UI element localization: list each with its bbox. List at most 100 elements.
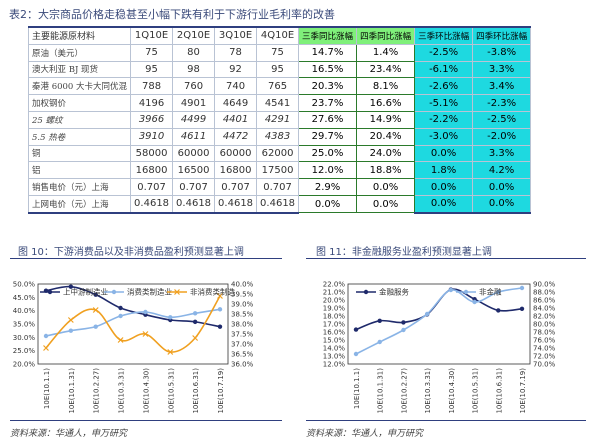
y-right-tick-label: 39.5% xyxy=(231,291,254,299)
table-cell: 1.8% xyxy=(414,161,474,180)
table-cell: 4401 xyxy=(214,110,258,129)
legend-marker xyxy=(111,289,117,295)
y-right-tick-label: 78.0% xyxy=(533,329,556,337)
data-point xyxy=(192,335,199,341)
table-cell: 29.7% xyxy=(298,127,358,146)
legend-label: 上中游制造业 xyxy=(63,287,108,297)
y-left-tick-label: 22.0% xyxy=(323,281,346,289)
table-cell: -3.8% xyxy=(472,43,532,62)
table-cell: 秦港 6000 大卡大同优混 xyxy=(27,77,132,96)
table-cell: 740 xyxy=(214,77,258,96)
series-line xyxy=(45,295,221,353)
table-cell: 0.707 xyxy=(130,178,174,196)
table-cell: 0.0% xyxy=(356,194,416,214)
table-cell: 23.4% xyxy=(356,60,416,79)
table-row: 原油（美元） 75 80 78 75 14.7% 1.4% -2.5% -3.8% xyxy=(27,43,532,62)
data-point xyxy=(68,284,74,289)
table-cell: 4291 xyxy=(256,110,300,129)
table-cell: 4196 xyxy=(130,94,174,112)
table-cell: 4611 xyxy=(172,127,216,146)
header-cell: 3Q10E xyxy=(214,25,258,45)
data-point xyxy=(93,324,98,329)
data-point xyxy=(67,317,74,323)
fig11-source: 资料来源：华通人，申万研究 xyxy=(306,429,424,439)
data-point xyxy=(68,328,74,333)
table-cell: 0.0% xyxy=(356,178,416,196)
table-cell: 14.9% xyxy=(356,110,416,129)
table-cell: 98 xyxy=(172,60,216,79)
table-cell: 14.7% xyxy=(298,43,358,62)
y-left-tick-label: 25.0% xyxy=(13,347,36,355)
table-cell: 62000 xyxy=(256,144,300,163)
table-cell: 0.0% xyxy=(414,144,474,163)
y-right-tick-label: 39.0% xyxy=(231,301,254,309)
table-cell: 0.707 xyxy=(172,178,216,196)
legend-label: 非金融 xyxy=(479,287,502,297)
plot-frame xyxy=(347,283,531,365)
table-cell: 0.707 xyxy=(256,178,300,196)
header-cell: 三季环比涨幅 xyxy=(414,25,474,45)
data-point xyxy=(192,311,198,316)
x-tick-label: 10E(10.4.30) xyxy=(142,368,150,414)
data-point xyxy=(143,309,148,315)
table-cell: 1.4% xyxy=(356,43,416,62)
data-point xyxy=(472,299,477,305)
y-right-tick-label: 90.0% xyxy=(533,281,556,289)
table-row: 上网电价（元）上海 0.4618 0.4618 0.4618 0.4618 0.0% 0.0… xyxy=(27,194,532,214)
y-right-tick-label: 40.0% xyxy=(231,281,254,289)
y-left-tick-label: 13.0% xyxy=(323,353,346,361)
y-left-tick-label: 35.0% xyxy=(13,321,36,329)
y-right-tick-label: 82.0% xyxy=(533,313,556,321)
y-left-tick-label: 50.0% xyxy=(13,281,36,289)
table-cell: 4901 xyxy=(172,94,216,112)
x-tick-label: 10E(10.3.31) xyxy=(424,368,432,414)
data-point xyxy=(142,331,149,337)
x-tick-label: 10E(10.5.31) xyxy=(167,368,175,414)
x-tick-label: 10E(10.7.19) xyxy=(519,368,527,414)
x-tick-label: 10E(10.3.31) xyxy=(118,368,126,414)
data-point xyxy=(92,307,99,313)
y-left-tick-label: 45.0% xyxy=(13,294,36,302)
table-cell: 27.6% xyxy=(298,110,358,129)
y-right-tick-label: 38.0% xyxy=(231,321,254,329)
x-tick-label: 10E(10.6.31) xyxy=(192,368,200,414)
table-cell: 95 xyxy=(256,60,300,79)
table-cell: 0.4618 xyxy=(214,194,258,214)
table-cell: 95 xyxy=(130,60,174,79)
table-cell: 4649 xyxy=(214,94,258,112)
fig11-title: 图 11：非金融服务业盈利预测显著上调 xyxy=(316,247,492,258)
fig10-chart: 50.0% 45.0% 40.0% 35.0% 30.0% 25.0% 20.0% 40.0%… xyxy=(13,281,254,414)
table-cell: 0.0% xyxy=(414,178,474,196)
table-row: 澳大利亚 BJ 现货 95 98 92 95 16.5% 23.4% -6.1% 3.3% xyxy=(27,60,532,79)
y-right-tick-label: 84.0% xyxy=(533,305,556,313)
table-row: 销售电价（元）上海 0.707 0.707 0.707 0.707 2.9% 0.0% 0.0… xyxy=(27,178,532,196)
table-cell: 17500 xyxy=(256,161,300,180)
data-point xyxy=(519,285,525,291)
table-cell: 0.0% xyxy=(414,194,474,214)
table-cell: -2.5% xyxy=(472,110,532,129)
legend-marker xyxy=(174,289,180,295)
y-left-tick-label: 19.0% xyxy=(323,305,346,313)
legend-marker xyxy=(47,289,53,295)
x-tick-label: 10E(10.1.31) xyxy=(377,368,385,414)
table-cell: 0.4618 xyxy=(172,194,216,214)
x-tick-label: 10E(10.1.1) xyxy=(353,368,361,409)
table-cell: 3.3% xyxy=(472,144,532,163)
header-cell: 四季环比涨幅 xyxy=(472,25,532,45)
table-cell: 788 xyxy=(130,77,174,96)
data-point xyxy=(448,287,454,293)
y-right-tick-label: 86.0% xyxy=(533,297,556,305)
commodity-price-table: 主要能源原材料 1Q10E 2Q10E 3Q10E 4Q10E 三季同比涨幅 四季同比涨幅三… xyxy=(27,25,532,214)
table-cell: 3966 xyxy=(130,110,174,129)
table-cell: 75 xyxy=(256,43,300,62)
table-cell: 0.0% xyxy=(298,194,358,214)
header-cell: 4Q10E xyxy=(256,25,300,45)
x-tick-label: 10E(10.6.31) xyxy=(495,368,503,414)
table-row: 铜 58000 60000 60000 62000 25.0% 24.0% 0.0% 3.3% xyxy=(27,144,532,163)
y-right-tick-label: 72.0% xyxy=(533,353,556,361)
header-cell: 1Q10E xyxy=(130,25,174,45)
table-cell: 20.3% xyxy=(298,77,358,96)
table-row: 加权钢价 4196 4901 4649 4541 23.7% 16.6% -5.1% -2.3% xyxy=(27,94,532,112)
data-point xyxy=(377,318,382,323)
table-cell: 25 螺纹 xyxy=(27,110,132,129)
